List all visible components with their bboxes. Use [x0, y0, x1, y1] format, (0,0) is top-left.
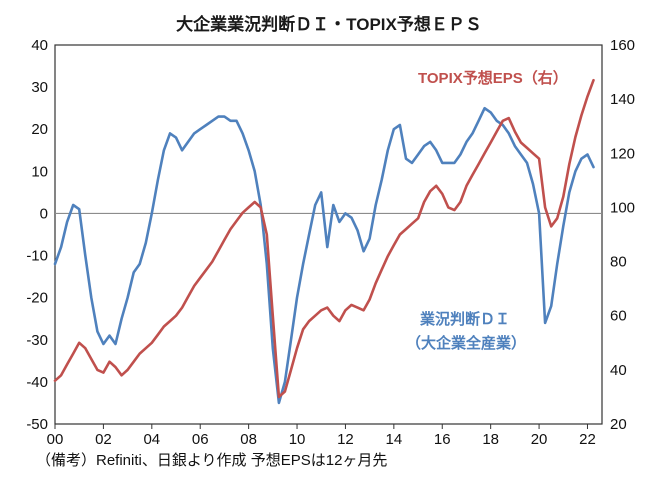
- y-tick-left: -30: [26, 332, 48, 349]
- y-tick-left: -20: [26, 290, 48, 307]
- x-tick-label: 14: [386, 431, 403, 448]
- x-tick-label: 02: [95, 431, 112, 448]
- x-tick-label: 06: [192, 431, 209, 448]
- x-tick-label: 00: [47, 431, 64, 448]
- y-tick-right: 140: [610, 91, 635, 108]
- y-tick-right: 120: [610, 145, 635, 162]
- chart-title: 大企業業況判断ＤＩ・TOPIX予想ＥＰＳ: [176, 14, 482, 34]
- y-axis-left-labels: 40 30 20 10 0 -10 -20 -30 -40 -50: [26, 37, 48, 433]
- eps-series-label: TOPIX予想EPS（右）: [418, 69, 568, 87]
- y-tick-right: 160: [610, 37, 635, 54]
- y-tick-left: -10: [26, 248, 48, 265]
- y-axis-right-labels: 160 140 120 100 80 60 40 20: [610, 37, 635, 433]
- x-tick-label: 04: [143, 431, 160, 448]
- x-tick-label: 12: [337, 431, 354, 448]
- source-note: （備考）Refiniti、日銀より作成 予想EPSは12ヶ月先: [36, 452, 387, 469]
- y-tick-left: 30: [31, 79, 48, 96]
- x-tick-label: 18: [482, 431, 499, 448]
- eps-line-series: [53, 78, 595, 399]
- y-tick-right: 80: [610, 254, 627, 271]
- y-tick-right: 20: [610, 416, 627, 433]
- y-tick-left: 0: [40, 205, 48, 222]
- di-series-label-line1: 業況判断ＤＩ: [419, 310, 510, 328]
- x-tick-label: 08: [240, 431, 257, 448]
- x-axis-labels: 00 02 04 06 08 10 12 14 16 18 20 22: [47, 424, 596, 448]
- y-tick-left: -40: [26, 374, 48, 391]
- x-tick-label: 10: [289, 431, 306, 448]
- x-tick-label: 22: [579, 431, 596, 448]
- y-tick-left: 20: [31, 121, 48, 138]
- di-series-label-line2: （大企業全産業）: [406, 334, 526, 352]
- y-tick-right: 100: [610, 199, 635, 216]
- x-tick-label: 16: [434, 431, 451, 448]
- plot-frame: [54, 44, 603, 425]
- y-tick-right: 40: [610, 362, 627, 379]
- di-line-series: [53, 106, 595, 405]
- y-tick-right: 60: [610, 308, 627, 325]
- x-tick-label: 20: [531, 431, 548, 448]
- y-tick-left: 10: [31, 163, 48, 180]
- y-tick-left: -50: [26, 416, 48, 433]
- y-tick-left: 40: [31, 37, 48, 54]
